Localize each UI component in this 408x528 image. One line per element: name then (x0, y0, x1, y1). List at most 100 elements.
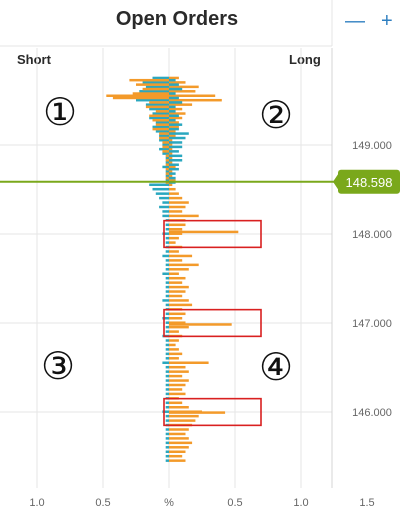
current-price-label: 148.598 (346, 175, 393, 190)
long-bar (169, 276, 186, 280)
long-bar (169, 78, 176, 82)
long-bar (169, 132, 189, 135)
short-bar (155, 123, 169, 126)
short-bar (165, 312, 169, 316)
percent-tick-label: 1.0 (293, 497, 308, 509)
short-bar (152, 127, 169, 131)
long-bar (169, 361, 209, 364)
long-bar (169, 379, 189, 382)
long-bar (169, 294, 183, 298)
short-bar (165, 236, 169, 240)
long-bar (169, 259, 183, 262)
long-bar (169, 116, 183, 120)
short-bar (165, 176, 169, 180)
zoom-out-button[interactable]: — (345, 10, 365, 32)
long-bar (169, 154, 183, 158)
short-bar (162, 410, 169, 413)
long-bar (169, 167, 179, 171)
highlight-box (163, 308, 262, 338)
long-bar (169, 179, 176, 182)
long-bar (169, 343, 176, 347)
short-side-label: Short (17, 52, 51, 67)
long-bar (169, 446, 189, 449)
long-bar (169, 432, 186, 436)
short-bar (162, 232, 169, 235)
short-bar (149, 101, 169, 104)
short-bar (165, 352, 169, 356)
short-bar (165, 167, 169, 171)
long-bar (169, 383, 186, 387)
long-side-label: Long (289, 52, 321, 67)
short-bar (106, 94, 169, 97)
long-bar (169, 236, 179, 240)
short-bar (152, 118, 169, 122)
long-bar (169, 312, 186, 316)
short-bar (159, 132, 169, 135)
short-bar (162, 361, 169, 364)
short-bar (162, 254, 169, 258)
long-bar (169, 323, 232, 326)
long-bar (169, 285, 189, 289)
short-bar (165, 419, 169, 422)
highlight-box (163, 219, 262, 249)
short-bar (165, 437, 169, 440)
long-bar (169, 110, 176, 113)
short-bar (165, 370, 169, 373)
short-bar (162, 152, 169, 155)
short-bar (165, 285, 169, 289)
short-bar (165, 281, 169, 284)
long-bar (169, 152, 173, 155)
long-bar (169, 232, 183, 235)
short-bar (165, 406, 169, 409)
short-bar (165, 357, 169, 360)
short-bar (142, 81, 169, 84)
long-bar (169, 174, 173, 178)
long-bar (169, 205, 186, 209)
long-bar (169, 352, 183, 356)
long-bar (169, 210, 183, 213)
long-bar (169, 365, 186, 369)
long-bar (169, 414, 199, 418)
long-bar (169, 118, 176, 122)
long-bar (169, 454, 183, 458)
short-bar (159, 139, 169, 142)
short-bar (159, 134, 169, 138)
long-bar (169, 96, 179, 100)
short-bar (149, 107, 169, 111)
short-bar (162, 165, 169, 169)
short-bar (165, 454, 169, 458)
short-bar (162, 299, 169, 302)
long-bar (169, 107, 183, 111)
long-bar (169, 441, 193, 445)
short-bar (159, 136, 169, 140)
long-bar (169, 290, 186, 293)
long-bar (169, 374, 183, 378)
zoom-in-button[interactable]: + (381, 10, 393, 32)
short-bar (165, 348, 169, 351)
short-bar (165, 294, 169, 298)
short-bar (165, 172, 169, 175)
long-bar (169, 406, 189, 409)
long-bar (169, 187, 176, 191)
short-bar (165, 446, 169, 449)
long-bar (169, 163, 179, 166)
short-bar (129, 78, 169, 82)
short-bar (165, 156, 169, 160)
long-bar (169, 112, 186, 115)
long-bar (169, 299, 189, 302)
long-bar (169, 214, 199, 218)
long-bar (169, 134, 176, 138)
short-bar (145, 103, 169, 106)
long-bar (169, 121, 179, 124)
short-bar (165, 450, 169, 453)
quadrant-marker-3: ③ (41, 344, 75, 388)
price-tick-label: 148.000 (352, 229, 392, 241)
price-tick-label: 146.000 (352, 407, 392, 419)
short-bar (136, 98, 169, 102)
short-bar (155, 121, 169, 124)
short-bar (165, 290, 169, 293)
page-title: Open Orders (115, 8, 239, 30)
long-bar (169, 76, 179, 80)
price-tick-label: 147.000 (352, 318, 392, 330)
